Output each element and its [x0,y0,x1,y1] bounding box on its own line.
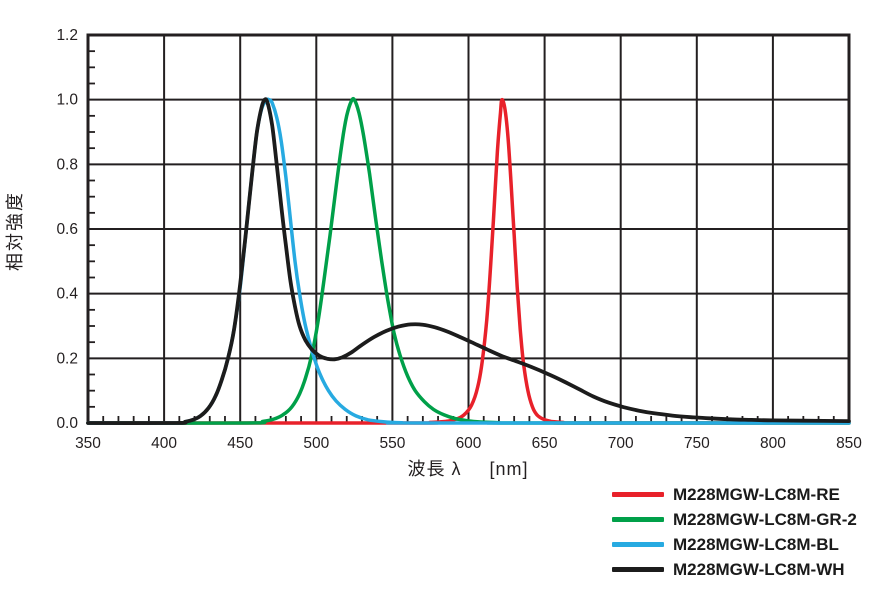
x-tick-label: 650 [532,435,558,452]
series-curve-wh [86,97,851,425]
x-tick-label: 800 [760,435,786,452]
series-curve-gr-2 [86,96,851,425]
y-axis-title: 相対強度 [5,191,25,271]
x-tick-label: 750 [684,435,710,452]
legend-swatch-blue-line [612,542,664,547]
x-tick-label: 450 [227,435,253,452]
legend-label-re: M228MGW-LC8M-RE [673,484,840,504]
x-tick-label: 850 [836,435,862,452]
legend-swatch-black-line [612,567,664,572]
legend-label-gr2: M228MGW-LC8M-GR-2 [673,509,857,529]
x-tick-label: 500 [303,435,329,452]
legend-item-wh: M228MGW-LC8M-WH [612,557,857,582]
legend: M228MGW-LC8M-RE M228MGW-LC8M-GR-2 M228MG… [612,482,857,582]
legend-swatch-red-line [612,492,664,497]
legend-swatch-green-line [612,517,664,522]
y-tick-label: 0.2 [56,350,78,367]
x-tick-label: 600 [456,435,482,452]
x-axis-title: 波長 λ [nm] [0,455,880,481]
legend-label-wh: M228MGW-LC8M-WH [673,559,845,579]
legend-item-bl: M228MGW-LC8M-BL [612,532,857,557]
y-tick-label: 0.0 [56,415,78,432]
legend-item-gr2: M228MGW-LC8M-GR-2 [612,507,857,532]
x-tick-label: 550 [379,435,405,452]
y-tick-label: 1.0 [56,92,78,109]
x-axis-unit: [nm] [489,459,529,479]
y-tick-label: 0.4 [56,286,78,303]
x-tick-label: 400 [151,435,177,452]
x-tick-label: 700 [608,435,634,452]
legend-label-bl: M228MGW-LC8M-BL [673,534,839,554]
legend-item-re: M228MGW-LC8M-RE [612,482,857,507]
y-tick-label: 0.8 [56,156,78,173]
y-tick-label: 0.6 [56,221,78,238]
x-axis-title-text: 波長 λ [407,459,462,479]
y-tick-label: 1.2 [56,27,78,44]
x-tick-label: 350 [75,435,101,452]
